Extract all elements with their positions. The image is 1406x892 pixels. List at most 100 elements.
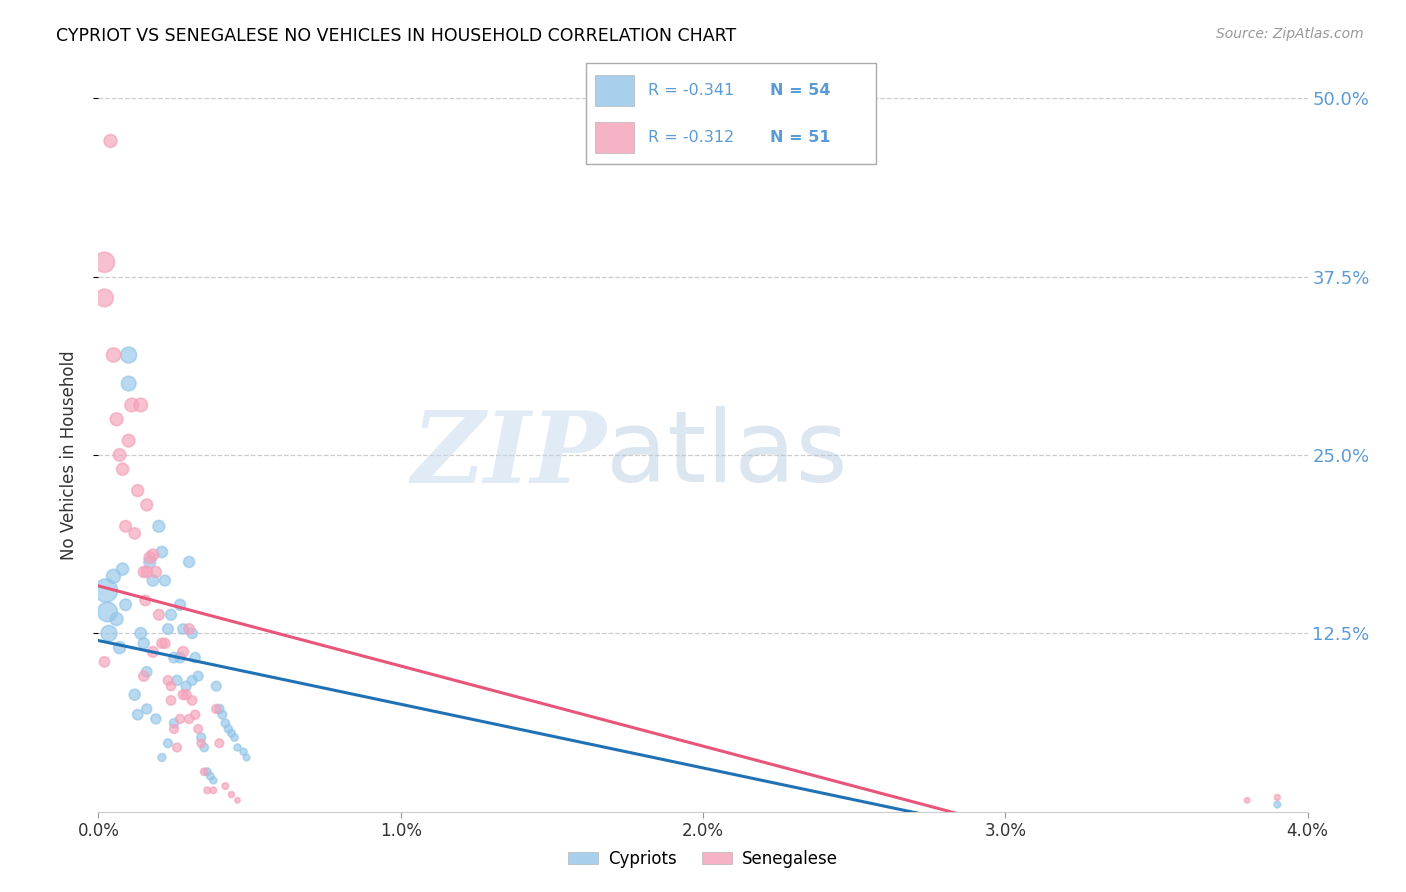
Point xyxy=(93,291,115,305)
Point xyxy=(132,669,155,683)
Point xyxy=(187,722,209,736)
Point xyxy=(200,769,222,783)
Point xyxy=(172,622,194,636)
Point xyxy=(142,548,165,562)
Point xyxy=(148,519,170,533)
Point xyxy=(205,679,228,693)
Point xyxy=(114,598,136,612)
Text: N = 54: N = 54 xyxy=(769,83,830,98)
Point xyxy=(105,612,128,626)
Point xyxy=(145,712,167,726)
Point xyxy=(169,598,191,612)
Point xyxy=(127,707,149,722)
Point xyxy=(127,483,149,498)
Point xyxy=(172,688,194,702)
Point xyxy=(160,679,183,693)
Point xyxy=(195,764,218,779)
Point xyxy=(181,673,204,688)
Point xyxy=(193,764,215,779)
Text: atlas: atlas xyxy=(606,407,848,503)
Point xyxy=(139,550,162,565)
Point xyxy=(142,574,165,588)
Text: ZIP: ZIP xyxy=(412,407,606,503)
Point xyxy=(134,593,156,607)
Point xyxy=(208,702,231,716)
Point xyxy=(156,622,179,636)
Point xyxy=(169,650,191,665)
Point xyxy=(153,636,176,650)
Point xyxy=(166,673,188,688)
Point xyxy=(190,731,212,745)
FancyBboxPatch shape xyxy=(595,122,634,153)
Point xyxy=(124,688,146,702)
Point xyxy=(214,779,236,793)
Point xyxy=(226,740,249,755)
Point xyxy=(221,788,243,802)
Point xyxy=(139,555,162,569)
Point xyxy=(156,673,179,688)
Point xyxy=(195,783,218,797)
Point xyxy=(150,636,173,650)
Point xyxy=(160,607,183,622)
Point xyxy=(93,655,115,669)
Point xyxy=(221,726,243,740)
Point xyxy=(169,712,191,726)
Point xyxy=(103,569,125,583)
Point xyxy=(100,134,122,148)
Point xyxy=(184,650,207,665)
Point xyxy=(142,645,165,659)
Point xyxy=(184,707,207,722)
Point xyxy=(181,693,204,707)
Point xyxy=(114,519,136,533)
Point xyxy=(135,565,157,579)
Point xyxy=(135,702,157,716)
Point xyxy=(174,688,197,702)
Point xyxy=(150,545,173,559)
Point xyxy=(235,750,257,764)
Point xyxy=(118,376,141,391)
Point xyxy=(163,650,186,665)
Point xyxy=(132,636,155,650)
FancyBboxPatch shape xyxy=(586,63,876,164)
Point xyxy=(98,626,121,640)
Point xyxy=(202,773,225,788)
Point xyxy=(1267,790,1289,805)
FancyBboxPatch shape xyxy=(595,75,634,105)
Point xyxy=(226,793,249,807)
Point xyxy=(118,348,141,362)
Point xyxy=(135,665,157,679)
Point xyxy=(211,707,233,722)
Point xyxy=(232,745,254,759)
Point xyxy=(121,398,143,412)
Point xyxy=(129,398,152,412)
Point xyxy=(214,716,236,731)
Point xyxy=(1267,797,1289,812)
Text: N = 51: N = 51 xyxy=(769,130,830,145)
Point xyxy=(111,462,134,476)
Point xyxy=(187,669,209,683)
Point xyxy=(111,562,134,576)
Point xyxy=(224,731,246,745)
Point xyxy=(94,583,117,598)
Point xyxy=(202,783,225,797)
Point xyxy=(93,255,115,269)
Point xyxy=(129,626,152,640)
Text: R = -0.312: R = -0.312 xyxy=(648,130,735,145)
Legend: Cypriots, Senegalese: Cypriots, Senegalese xyxy=(561,844,845,875)
Text: R = -0.341: R = -0.341 xyxy=(648,83,735,98)
Point xyxy=(179,712,201,726)
Point xyxy=(166,740,188,755)
Point xyxy=(105,412,128,426)
Point xyxy=(96,605,118,619)
Text: Source: ZipAtlas.com: Source: ZipAtlas.com xyxy=(1216,27,1364,41)
Y-axis label: No Vehicles in Household: No Vehicles in Household xyxy=(59,350,77,560)
Point xyxy=(172,645,194,659)
Point xyxy=(179,622,201,636)
Point xyxy=(150,750,173,764)
Point xyxy=(135,498,157,512)
Point xyxy=(156,736,179,750)
Point xyxy=(193,740,215,755)
Point xyxy=(217,722,239,736)
Point xyxy=(148,607,170,622)
Point xyxy=(118,434,141,448)
